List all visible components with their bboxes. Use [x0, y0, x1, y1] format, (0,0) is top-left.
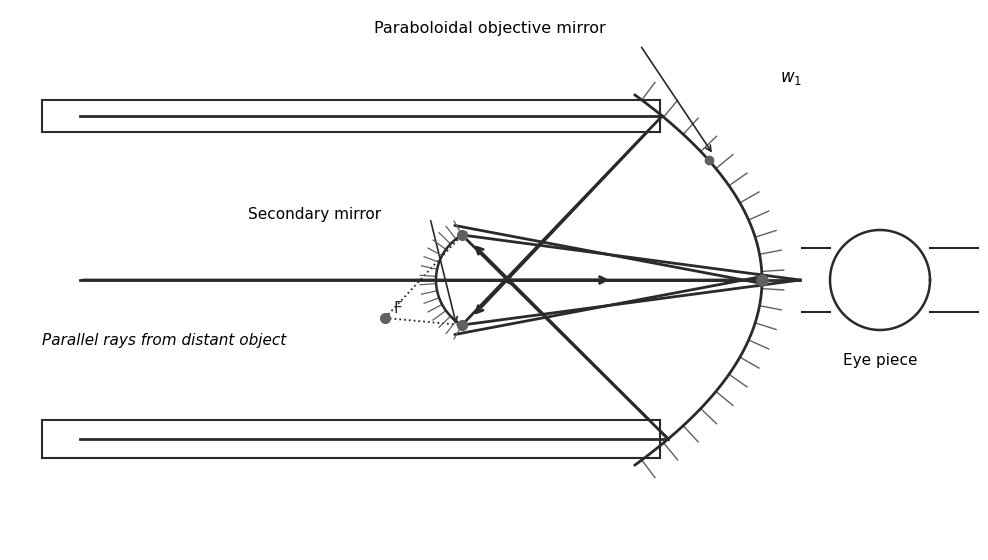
Text: F: F — [393, 301, 402, 316]
Bar — [42, 420, 660, 458]
Bar — [42, 100, 660, 132]
Text: Paraboloidal objective mirror: Paraboloidal objective mirror — [374, 21, 606, 35]
Text: Parallel rays from distant object: Parallel rays from distant object — [42, 333, 287, 348]
Text: $w_1$: $w_1$ — [780, 69, 802, 87]
Text: Secondary mirror: Secondary mirror — [248, 208, 381, 222]
Text: Eye piece: Eye piece — [843, 352, 917, 367]
